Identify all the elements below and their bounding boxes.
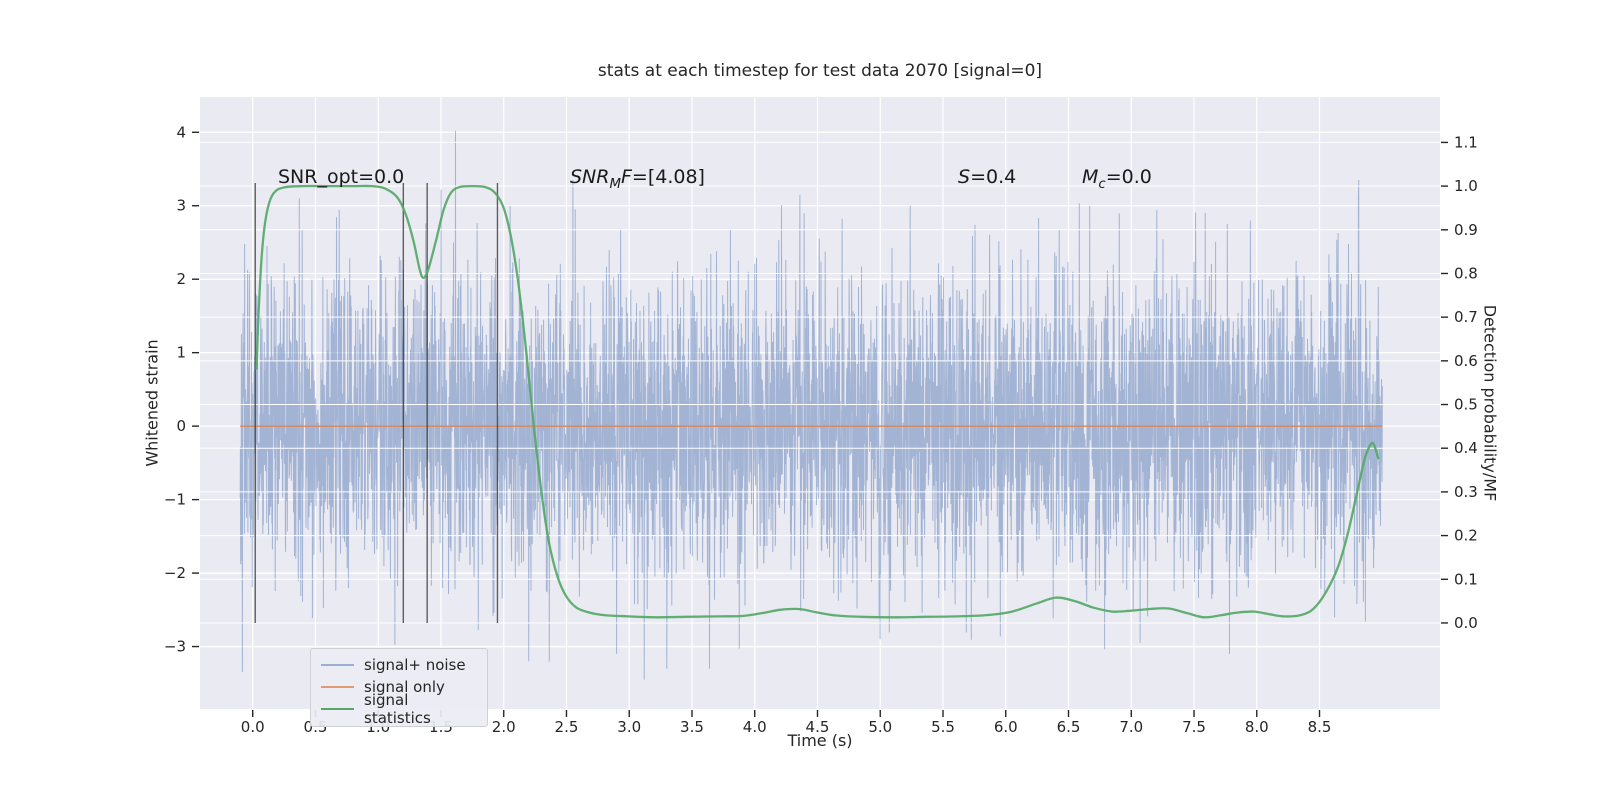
y-left-tick-label: −1 bbox=[164, 491, 186, 509]
y-right-tick-label: 0.3 bbox=[1454, 483, 1478, 501]
x-tick-label: 5.5 bbox=[931, 718, 955, 736]
y-axis-label-left: Whitened strain bbox=[142, 339, 162, 467]
x-tick-label: 4.0 bbox=[743, 718, 767, 736]
chart-title: stats at each timestep for test data 207… bbox=[597, 61, 1043, 81]
y-axis-label-right: Detection probability/MF bbox=[1480, 304, 1500, 502]
x-tick-label: 8.5 bbox=[1308, 718, 1332, 736]
y-right-tick-label: 0.1 bbox=[1454, 570, 1478, 588]
x-tick-label: 5.0 bbox=[868, 718, 892, 736]
x-axis-label: Time (s) bbox=[787, 731, 853, 750]
series-signal-statistics bbox=[255, 184, 1380, 619]
legend-label-signal-statistics: signal statistics bbox=[364, 691, 431, 727]
annotation-1: SNRMF=[4.08] bbox=[570, 166, 705, 191]
annotation-text: M bbox=[609, 176, 621, 192]
legend-label-signal-noise: signal+ noise bbox=[364, 656, 466, 674]
legend-label-signal-only: signal only bbox=[364, 678, 445, 696]
x-tick-label: 6.5 bbox=[1057, 718, 1081, 736]
annotation-text: =[4.08] bbox=[631, 166, 705, 188]
y-left-tick-label: 3 bbox=[176, 197, 186, 215]
y-right-tick-label: 0.9 bbox=[1454, 221, 1478, 239]
y-right-tick-label: 0.4 bbox=[1454, 439, 1478, 457]
axes-background bbox=[200, 97, 1440, 709]
series-signal-noise bbox=[239, 130, 1383, 680]
annotation-text: F bbox=[620, 166, 632, 188]
legend-entry-signal-noise: signal+ noise bbox=[321, 654, 477, 676]
annotation-2: S=0.4 bbox=[958, 166, 1016, 188]
x-tick-label: 7.0 bbox=[1119, 718, 1143, 736]
y-left-tick-label: 2 bbox=[176, 270, 186, 288]
legend-line-signal-noise bbox=[321, 664, 354, 666]
annotation-0: SNR_opt=0.0 bbox=[278, 166, 404, 188]
annotation-text: SNR bbox=[570, 166, 610, 188]
y-right-tick-label: 1.1 bbox=[1454, 133, 1478, 151]
x-tick-label: 8.0 bbox=[1245, 718, 1269, 736]
x-tick-label: 3.5 bbox=[680, 718, 704, 736]
y-left-tick-label: 1 bbox=[176, 344, 186, 362]
y-left-tick-label: −2 bbox=[164, 564, 186, 582]
legend-entry-signal-statistics: signal statistics bbox=[321, 691, 477, 727]
x-tick-label: 6.0 bbox=[994, 718, 1018, 736]
legend-line-signal-statistics bbox=[321, 708, 354, 710]
y-left-tick-label: 0 bbox=[176, 417, 186, 435]
y-right-tick-label: 0.0 bbox=[1454, 614, 1478, 632]
legend-line-signal-only bbox=[321, 686, 354, 688]
x-tick-label: 3.0 bbox=[617, 718, 641, 736]
annotation-text: =0.0 bbox=[1105, 166, 1152, 188]
annotation-text: =0.4 bbox=[970, 166, 1017, 188]
annotation-3: Mc=0.0 bbox=[1082, 166, 1152, 191]
x-tick-label: 0.0 bbox=[241, 718, 265, 736]
x-tick-label: 2.5 bbox=[555, 718, 579, 736]
annotation-text: S bbox=[958, 166, 971, 188]
annotation-text: M bbox=[1082, 166, 1099, 188]
x-tick-label: 4.5 bbox=[806, 718, 830, 736]
y-right-tick-label: 0.6 bbox=[1454, 352, 1478, 370]
y-right-tick-label: 0.8 bbox=[1454, 264, 1478, 282]
y-left-tick-label: −3 bbox=[164, 638, 186, 656]
x-tick-label: 2.0 bbox=[492, 718, 516, 736]
legend: signal+ noise signal only signal statist… bbox=[310, 648, 488, 727]
y-left-tick-label: 4 bbox=[176, 123, 186, 141]
y-right-tick-label: 0.7 bbox=[1454, 308, 1478, 326]
y-right-tick-label: 0.5 bbox=[1454, 396, 1478, 414]
y-right-tick-label: 0.2 bbox=[1454, 527, 1478, 545]
annotation-text: c bbox=[1098, 176, 1106, 192]
legend-entry-signal-only: signal only bbox=[321, 676, 477, 698]
annotation-text: SNR_opt=0.0 bbox=[278, 166, 405, 188]
x-tick-label: 7.5 bbox=[1182, 718, 1206, 736]
y-right-tick-label: 1.0 bbox=[1454, 177, 1478, 195]
